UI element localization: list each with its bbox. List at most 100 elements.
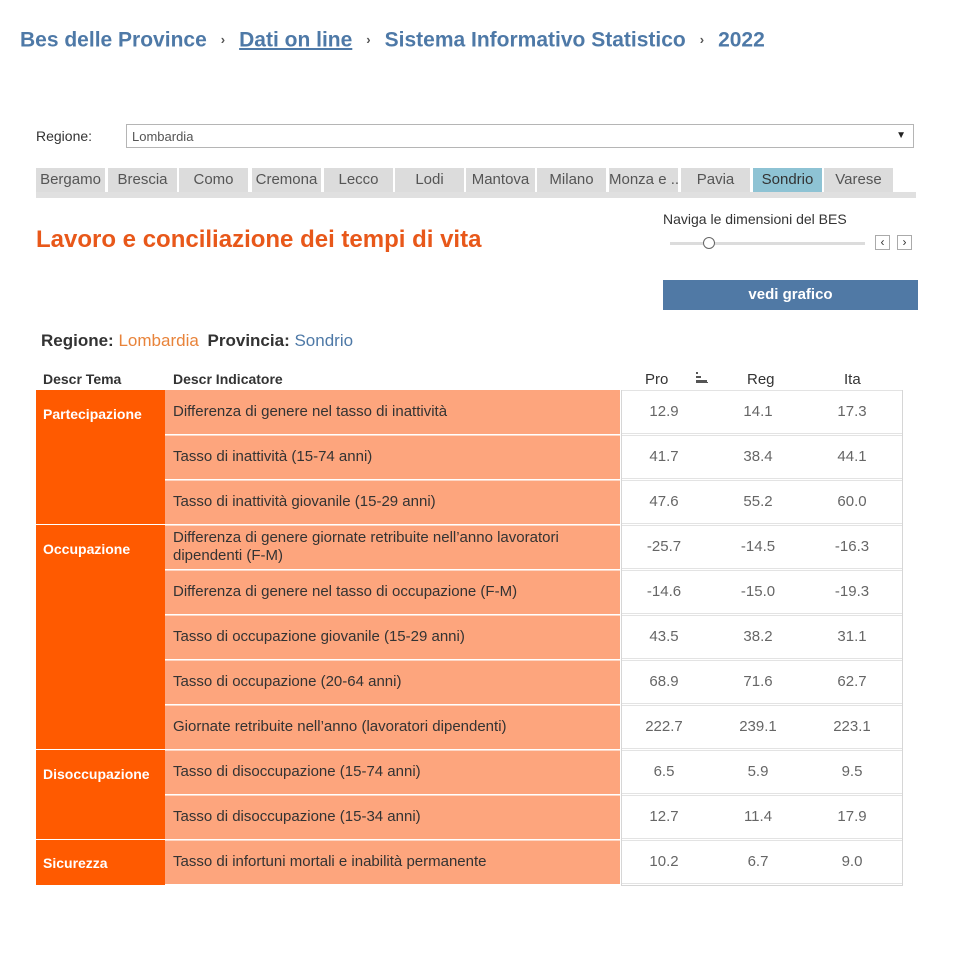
indicator-cell: Differenza di genere giornate retribuite… [165,525,620,569]
region-select-value: Lombardia [132,129,194,144]
region-select[interactable]: Lombardia ▼ [126,124,914,148]
row-divider [165,615,620,616]
indicator-cell: Tasso di inattività (15-74 anni) [165,435,620,479]
row-divider [165,660,620,661]
table-row-values: 12.7 11.4 17.9 [621,795,903,839]
value-reg: 239.1 [739,718,777,735]
row-divider [165,570,620,571]
indicator-cell: Giornate retribuite nell’anno (lavorator… [165,705,620,749]
value-pro: 12.7 [649,808,679,825]
bes-slider-handle[interactable] [703,237,715,249]
table-row-values: 43.5 38.2 31.1 [621,615,903,659]
column-header-tema: Descr Tema [43,371,122,387]
value-reg: 11.4 [743,808,773,825]
value-ita: 44.1 [837,448,867,465]
row-divider [165,840,620,841]
column-header-reg[interactable]: Reg [747,371,775,388]
selection-province-value: Sondrio [294,331,354,350]
value-pro: 12.9 [649,403,679,420]
value-ita: 9.0 [841,853,863,870]
table-row-values: -14.6 -15.0 -19.3 [621,570,903,614]
tab-lecco[interactable]: Lecco [324,168,393,192]
table-row-values: 68.9 71.6 62.7 [621,660,903,704]
table-row-values: 222.7 239.1 223.1 [621,705,903,749]
theme-cell: Occupazione [36,525,165,749]
breadcrumb-item-sistema-informativo[interactable]: Sistema Informativo Statistico [384,28,686,52]
bes-slider-track[interactable] [670,242,865,245]
value-ita: 223.1 [833,718,871,735]
value-reg: 14.1 [743,403,773,420]
tab-brescia[interactable]: Brescia [108,168,177,192]
indicator-cell: Tasso di inattività giovanile (15-29 ann… [165,480,620,524]
value-ita: -19.3 [834,583,870,600]
indicator-cell: Differenza di genere nel tasso di inatti… [165,390,620,434]
value-ita: 60.0 [837,493,867,510]
value-pro: 222.7 [645,718,683,735]
tab-varese[interactable]: Varese [824,168,893,192]
tab-bergamo[interactable]: Bergamo [36,168,105,192]
tab-como[interactable]: Como [179,168,248,192]
breadcrumb-item-bes-province[interactable]: Bes delle Province [20,28,207,52]
row-divider [165,750,620,751]
row-divider [165,435,620,436]
value-ita: 31.1 [837,628,867,645]
table-row-values: 10.2 6.7 9.0 [621,840,903,884]
value-pro: -14.6 [646,583,682,600]
row-divider [165,795,620,796]
value-reg: 6.7 [747,853,769,870]
breadcrumb-separator-icon: › [366,31,371,47]
prev-dimension-button[interactable]: ‹ [875,235,890,250]
indicator-cell: Tasso di disoccupazione (15-74 anni) [165,750,620,794]
indicator-cell: Tasso di infortuni mortali e inabilità p… [165,840,620,884]
region-filter-label: Regione: [36,128,93,144]
row-divider [165,480,620,481]
column-header-indicatore: Descr Indicatore [173,371,283,387]
dropdown-caret-icon[interactable]: ▼ [896,130,906,141]
tab-sondrio[interactable]: Sondrio [753,168,822,192]
table-row-values: 6.5 5.9 9.5 [621,750,903,794]
bes-navigator-label: Naviga le dimensioni del BES [663,211,847,227]
tab-monza-e[interactable]: Monza e .. [609,168,678,192]
value-reg: 71.6 [743,673,773,690]
section-title: Lavoro e conciliazione dei tempi di vita [36,226,482,253]
table-row-values: 47.6 55.2 60.0 [621,480,903,524]
selection-province-label: Provincia: [207,331,290,350]
value-pro: 10.2 [649,853,679,870]
tabs-baseline [36,192,916,198]
value-ita: 17.3 [837,403,867,420]
value-reg: -15.0 [740,583,776,600]
vedi-grafico-button[interactable]: vedi grafico [663,280,918,310]
tab-cremona[interactable]: Cremona [252,168,321,192]
value-pro: 68.9 [649,673,679,690]
table-row-values: 12.9 14.1 17.3 [621,390,903,434]
value-ita: 9.5 [841,763,863,780]
value-ita: -16.3 [834,538,870,555]
value-pro: 43.5 [649,628,679,645]
value-pro: 41.7 [649,448,679,465]
sort-icon[interactable] [695,371,709,384]
value-pro: -25.7 [646,538,682,555]
tab-pavia[interactable]: Pavia [681,168,750,192]
breadcrumb-separator-icon: › [699,31,705,47]
value-reg: 5.9 [747,763,769,780]
theme-cell: Sicurezza [36,840,165,885]
column-header-ita[interactable]: Ita [844,371,861,388]
indicator-cell: Tasso di occupazione giovanile (15-29 an… [165,615,620,659]
tab-milano[interactable]: Milano [537,168,606,192]
selection-summary: Regione: Lombardia Provincia: Sondrio [41,331,353,351]
tab-mantova[interactable]: Mantova [466,168,535,192]
province-tabs: Bergamo Brescia Como Cremona Lecco Lodi Mantov… [36,168,916,198]
selection-region-label: Regione: [41,331,114,350]
value-reg: 38.4 [743,448,773,465]
indicator-cell: Tasso di occupazione (20-64 anni) [165,660,620,704]
selection-region-value: Lombardia [118,331,199,350]
breadcrumb-item-dati-online[interactable]: Dati on line [239,28,353,52]
breadcrumb-separator-icon: › [220,31,226,47]
column-header-pro[interactable]: Pro [645,371,669,388]
value-reg: 38.2 [743,628,773,645]
breadcrumb: Bes delle Province › Dati on line › Sistema … [20,28,765,52]
breadcrumb-item-year[interactable]: 2022 [718,28,765,52]
value-ita: 17.9 [837,808,867,825]
tab-lodi[interactable]: Lodi [395,168,464,192]
next-dimension-button[interactable]: › [897,235,912,250]
